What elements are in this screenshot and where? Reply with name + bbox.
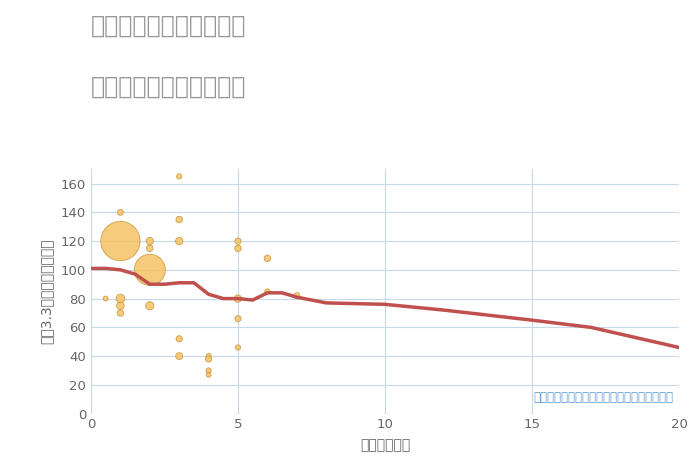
Y-axis label: 坪（3.3㎡）単価（万円）: 坪（3.3㎡）単価（万円） xyxy=(40,239,54,344)
Point xyxy=(203,367,214,374)
Point xyxy=(100,295,111,302)
Point xyxy=(232,295,244,302)
Point xyxy=(144,237,155,245)
X-axis label: 駅距離（分）: 駅距離（分） xyxy=(360,439,410,453)
Point xyxy=(144,244,155,252)
Text: 兵庫県西宮市今津曙町の: 兵庫県西宮市今津曙町の xyxy=(91,14,246,38)
Point xyxy=(115,302,126,310)
Point xyxy=(232,244,244,252)
Point xyxy=(115,237,126,245)
Point xyxy=(203,352,214,360)
Point xyxy=(232,237,244,245)
Point xyxy=(115,309,126,317)
Point xyxy=(174,335,185,343)
Point xyxy=(144,266,155,274)
Point xyxy=(115,295,126,302)
Text: 円の大きさは、取引のあった物件面積を示す: 円の大きさは、取引のあった物件面積を示す xyxy=(533,391,673,404)
Point xyxy=(174,352,185,360)
Point xyxy=(262,255,273,262)
Point xyxy=(203,371,214,378)
Point xyxy=(203,355,214,363)
Point xyxy=(291,292,302,299)
Point xyxy=(262,288,273,295)
Text: 駅距離別中古戸建て価格: 駅距離別中古戸建て価格 xyxy=(91,75,246,99)
Point xyxy=(174,237,185,245)
Point xyxy=(232,315,244,322)
Point xyxy=(174,172,185,180)
Point xyxy=(115,209,126,216)
Point xyxy=(232,344,244,351)
Point xyxy=(144,302,155,310)
Point xyxy=(174,216,185,223)
